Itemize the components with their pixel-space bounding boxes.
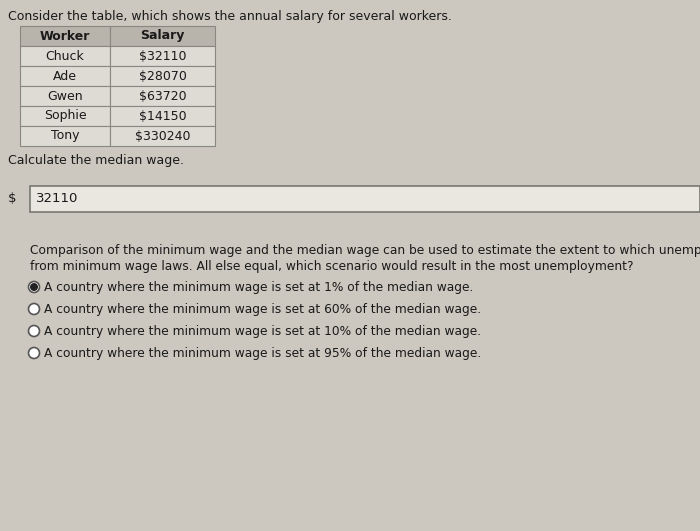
Text: $14150: $14150 <box>139 109 186 123</box>
Bar <box>110 86 215 106</box>
Text: Tony: Tony <box>50 130 79 142</box>
Bar <box>20 126 110 146</box>
Circle shape <box>29 347 39 358</box>
Circle shape <box>31 284 37 290</box>
Bar <box>20 46 110 66</box>
Text: Gwen: Gwen <box>47 90 83 102</box>
Bar <box>110 126 215 146</box>
Text: Ade: Ade <box>53 70 77 82</box>
Bar <box>30 186 700 212</box>
Text: Salary: Salary <box>140 30 185 42</box>
Bar <box>110 66 215 86</box>
Text: Worker: Worker <box>40 30 90 42</box>
Text: $330240: $330240 <box>134 130 190 142</box>
Bar <box>20 66 110 86</box>
Text: $63720: $63720 <box>139 90 186 102</box>
Text: A country where the minimum wage is set at 10% of the median wage.: A country where the minimum wage is set … <box>45 324 482 338</box>
Text: 32110: 32110 <box>36 193 78 205</box>
Text: Calculate the median wage.: Calculate the median wage. <box>8 154 184 167</box>
Bar <box>20 26 110 46</box>
Bar <box>20 86 110 106</box>
Text: Consider the table, which shows the annual salary for several workers.: Consider the table, which shows the annu… <box>8 10 452 23</box>
Bar <box>20 106 110 126</box>
Bar <box>110 106 215 126</box>
Text: $28070: $28070 <box>139 70 186 82</box>
Text: Chuck: Chuck <box>46 49 85 63</box>
Text: from minimum wage laws. All else equal, which scenario would result in the most : from minimum wage laws. All else equal, … <box>30 260 634 273</box>
Circle shape <box>29 326 39 337</box>
Bar <box>110 26 215 46</box>
Text: $: $ <box>8 193 17 205</box>
Text: A country where the minimum wage is set at 95% of the median wage.: A country where the minimum wage is set … <box>45 347 482 359</box>
Text: Comparison of the minimum wage and the median wage can be used to estimate the e: Comparison of the minimum wage and the m… <box>30 244 700 257</box>
Text: A country where the minimum wage is set at 60% of the median wage.: A country where the minimum wage is set … <box>45 303 482 315</box>
Bar <box>110 46 215 66</box>
Text: Sophie: Sophie <box>43 109 86 123</box>
Circle shape <box>29 304 39 314</box>
Text: A country where the minimum wage is set at 1% of the median wage.: A country where the minimum wage is set … <box>45 280 474 294</box>
Text: $32110: $32110 <box>139 49 186 63</box>
Circle shape <box>29 281 39 293</box>
